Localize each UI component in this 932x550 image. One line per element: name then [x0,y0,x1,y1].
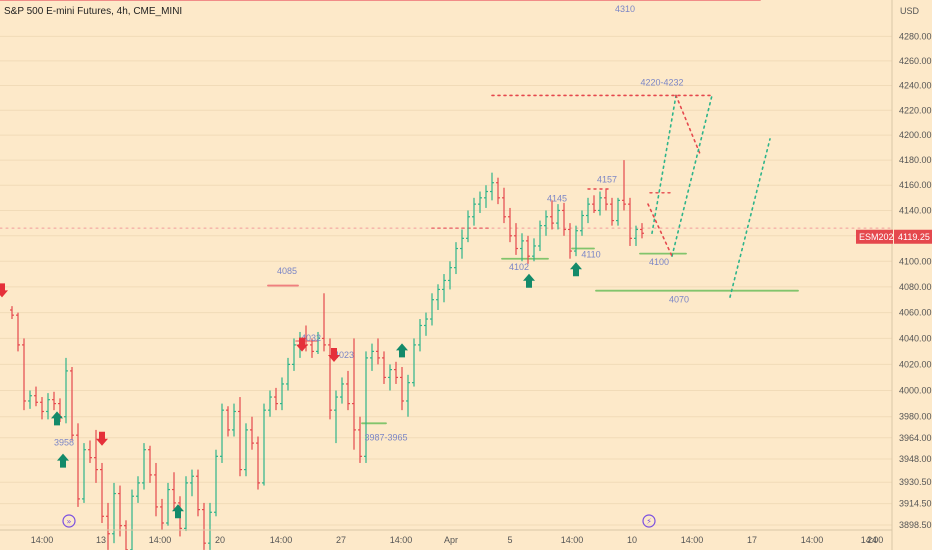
level-label: 4157 [597,175,617,185]
price-value-tag [894,229,932,244]
y-tick-label: 4140.00 [899,205,932,215]
y-tick-label: 3930.50 [899,477,932,487]
y-tick-label: 3948.00 [899,454,932,464]
x-tick-label: 14:00 [149,535,172,545]
y-tick-label: 4220.00 [899,105,932,115]
level-label: 4085 [277,266,297,276]
arrow-down-icon [328,347,340,362]
y-tick-label: 4280.00 [899,31,932,41]
symbol-tag-label: ESM2023 [859,232,899,242]
level-label: 4102 [509,262,529,272]
y-tick-label: 3964.00 [899,433,932,443]
y-tick-label: 4000.00 [899,385,932,395]
y-tick-label: 4060.00 [899,308,932,318]
y-tick-label: 4040.00 [899,333,932,343]
level-label: 4310 [615,4,635,14]
event-icon-glyph: » [67,517,72,526]
projection-up-1 [651,94,677,235]
x-tick-label: 10 [627,535,637,545]
x-tick-label: 14:00 [31,535,54,545]
x-tick-label: 14:00 [390,535,413,545]
x-tick-label: 5 [507,535,512,545]
x-tick-label: 14:00 [861,535,884,545]
event-icon [62,514,76,528]
arrow-up-icon [570,262,582,277]
level-label: 3958 [54,438,74,448]
y-tick-label: 4260.00 [899,56,932,66]
projection-down-1 [675,94,701,155]
y-tick-label: 4080.00 [899,282,932,292]
projection-down-2 [647,203,673,257]
chart-title: S&P 500 E-mini Futures, 4h, CME_MINI [4,6,182,17]
x-tick-label: 17 [747,535,757,545]
y-tick-label: 4020.00 [899,359,932,369]
arrow-up-icon [51,411,63,426]
x-tick-label: 27 [336,535,346,545]
level-label: 4023 [334,350,354,360]
arrow-up-icon [57,453,69,468]
level-label: 4070 [669,294,689,304]
y-tick-label: 3914.50 [899,499,932,509]
x-tick-label: 13 [96,535,106,545]
lightning-icon-glyph: ⚡ [646,517,652,526]
grid [0,35,892,526]
y-tick-label: 3980.00 [899,412,932,422]
arrow-down-icon [96,431,108,446]
y-axis[interactable]: 4280.00 4260.00 4240.00 4220.00 4200.00 4180.… [891,0,932,550]
x-tick-label: 14:00 [270,535,293,545]
y-tick-label: 4100.00 [899,256,932,266]
annotation-marks: 4310 4220-4232 4157 4145 4102 4110 4100 4070 408… [0,4,689,528]
x-tick-label: Apr [444,535,458,545]
x-tick-label: 14:00 [681,535,704,545]
arrow-down-icon [296,337,308,352]
y-tick-label: 3898.50 [899,520,932,530]
y-tick-label: 4200.00 [899,130,932,140]
arrow-down-icon [0,283,8,298]
price-tag: ESM2023 4119.25 [856,229,932,244]
y-tick-label: 4240.00 [899,81,932,91]
projection-up-2 [671,94,713,257]
level-label: 3987-3965 [364,432,407,442]
lightning-icon [642,514,656,528]
x-axis[interactable]: 14:00 13 14:00 20 14:00 27 14:00 Apr 5 14:00 10 14:… [0,529,892,545]
level-label: 4145 [547,194,567,204]
level-label: 4220-4232 [640,78,683,88]
level-label: 4100 [649,257,669,267]
symbol-tag [856,229,893,244]
x-tick-label: 14:00 [561,535,584,545]
x-tick-label: 24 [867,535,877,545]
level-label: 4032 [301,333,321,343]
x-tick-label: 20 [215,535,225,545]
y-tick-label: 4180.00 [899,155,932,165]
price-value-label: 4119.25 [898,232,930,242]
level-label: 4110 [581,249,600,259]
x-tick-label: 14:00 [801,535,824,545]
arrow-up-icon [523,273,535,288]
y-tick-label: 4160.00 [899,180,932,190]
arrow-up-icon [172,504,184,519]
arrow-up-icon [396,343,408,358]
currency-label: USD [900,6,920,16]
